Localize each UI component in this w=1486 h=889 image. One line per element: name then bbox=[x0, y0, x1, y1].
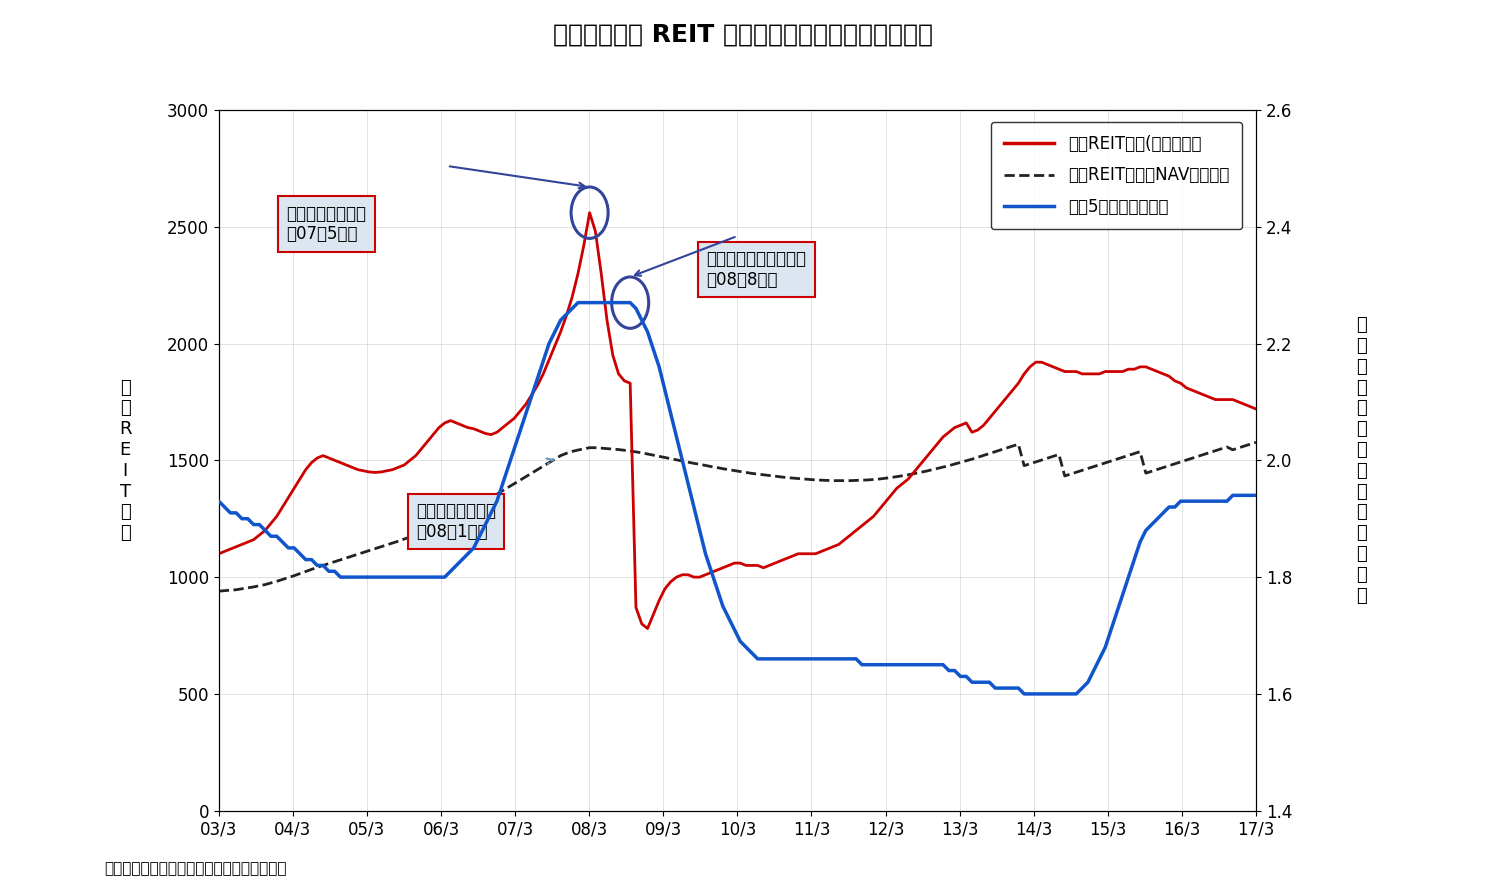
Y-axis label: 東
証
R
E
I
T
指
数: 東 証 R E I T 指 数 bbox=[119, 379, 132, 542]
Text: オフィス賃料のピーク
（08年8月）: オフィス賃料のピーク （08年8月） bbox=[706, 250, 807, 289]
Y-axis label: 都
心
５
区
オ
フ
ィ
ス
賃
料
（
万
円
）: 都 心 ５ 区 オ フ ィ ス 賃 料 （ 万 円 ） bbox=[1357, 316, 1367, 605]
Legend: 東証REIT指数(証券価格）, 東証REIT指数（NAVベース）, 都心5区オフィス賃料: 東証REIT指数(証券価格）, 東証REIT指数（NAVベース）, 都心5区オフ… bbox=[991, 122, 1242, 229]
Text: 「第１のサイン」
（07年5月）: 「第１のサイン」 （07年5月） bbox=[287, 204, 366, 244]
Text: 図表１：東証 REIT 指数と東京オフィス賃料の推移: 図表１：東証 REIT 指数と東京オフィス賃料の推移 bbox=[553, 22, 933, 46]
Text: 【資料】三鬼商事のデータなどをもとに作成: 【資料】三鬼商事のデータなどをもとに作成 bbox=[104, 861, 287, 876]
Text: 「第２のサイン」
（08年1月）: 「第２のサイン」 （08年1月） bbox=[416, 502, 496, 541]
